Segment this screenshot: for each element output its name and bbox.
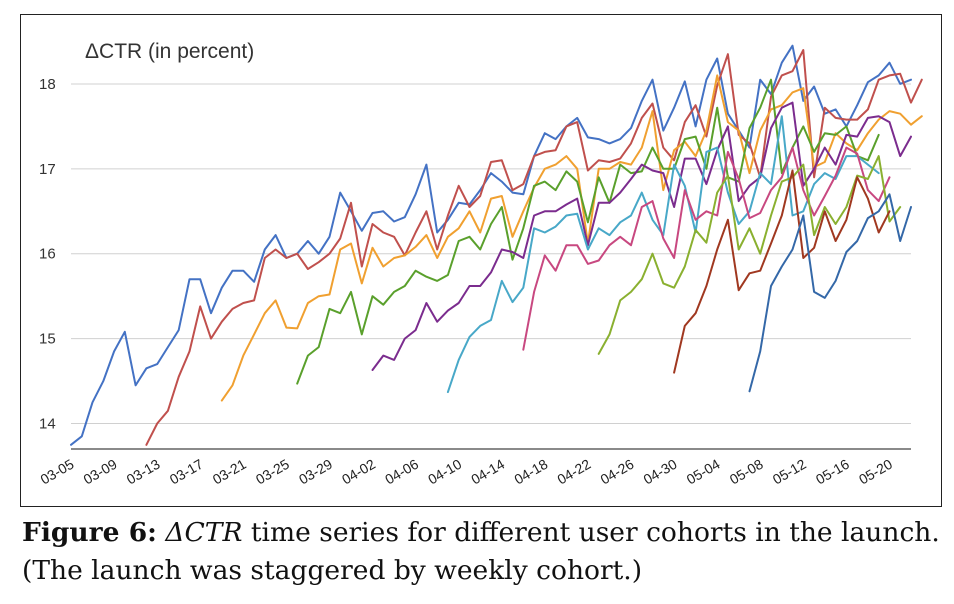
series-line [70, 44, 912, 446]
caption-text: time series for different user cohorts i… [22, 517, 940, 586]
series-line [748, 193, 912, 393]
x-tick-label: 05-16 [813, 456, 852, 488]
x-tick-label: 04-22 [554, 456, 593, 488]
x-tick-label: 03-21 [210, 456, 249, 488]
chart-frame: 14 15 16 17 18 03-05 03-09 03-13 03-17 03-21 03-2… [20, 14, 942, 507]
x-tick-label: 04-14 [468, 456, 507, 488]
x-tick-label: 03-29 [296, 456, 335, 488]
series-line [220, 74, 923, 402]
chart-title: ΔCTR (in percent) [85, 40, 254, 63]
x-tick-label: 04-02 [339, 456, 378, 488]
series-line [673, 169, 891, 374]
x-tick-label: 05-08 [727, 456, 766, 488]
x-tick-label: 05-04 [684, 456, 723, 488]
series-line [296, 78, 880, 385]
series-line [522, 146, 891, 351]
caption-label: Figure 6: [22, 517, 157, 548]
y-tick-label: 16 [39, 246, 56, 263]
series-line [371, 101, 912, 371]
series-lines [70, 44, 923, 446]
x-tick-label: 05-12 [770, 456, 809, 488]
x-tick-label: 03-17 [167, 456, 206, 488]
x-tick-label: 04-26 [597, 456, 636, 488]
y-tick-label: 15 [39, 331, 56, 348]
figure-caption: Figure 6: ΔCTR time series for different… [22, 514, 942, 590]
y-tick-label: 17 [39, 161, 56, 178]
x-tick-label: 04-30 [641, 456, 680, 488]
y-tick-label: 14 [39, 416, 56, 433]
y-tick-label: 18 [39, 76, 56, 93]
caption-math: ΔCTR [165, 517, 243, 548]
y-tick-labels: 14 15 16 17 18 [39, 76, 56, 433]
x-tick-label: 05-20 [856, 456, 895, 488]
x-tick-label: 03-05 [37, 456, 76, 488]
series-line [145, 49, 923, 446]
x-tick-label: 04-10 [425, 456, 464, 488]
series-line [597, 155, 902, 355]
x-tick-labels: 03-05 03-09 03-13 03-17 03-21 03-25 03-29 04-02… [37, 456, 895, 488]
x-tick-label: 04-06 [382, 456, 421, 488]
x-tick-label: 03-13 [124, 456, 163, 488]
x-tick-label: 04-18 [511, 456, 550, 488]
x-tick-label: 03-09 [81, 456, 120, 488]
x-tick-label: 03-25 [253, 456, 292, 488]
